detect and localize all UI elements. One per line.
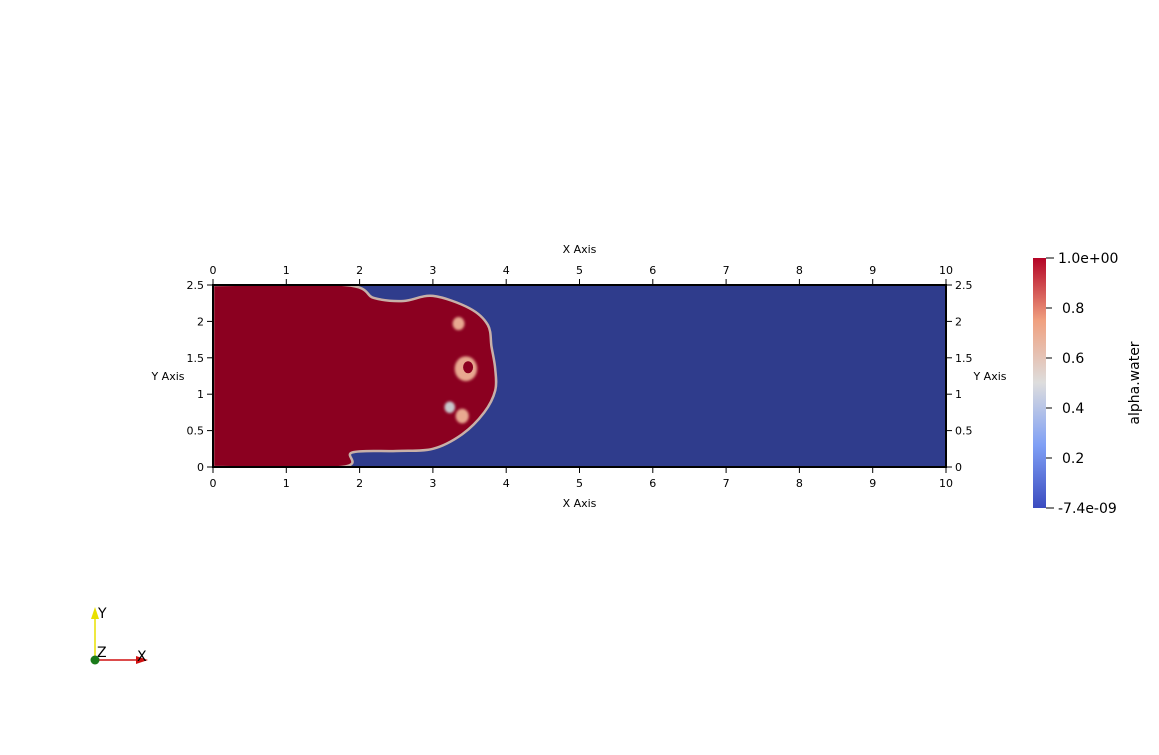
x-tick-label-top: 10 — [939, 264, 953, 277]
y-tick-label-left: 1 — [197, 388, 204, 401]
y-tick-label-right: 1.5 — [955, 352, 973, 365]
y-tick-label-left: 2 — [197, 315, 204, 328]
y-tick-label-left: 1.5 — [187, 352, 205, 365]
colorbar-min-label: -7.4e-09 — [1058, 501, 1117, 517]
x-tick-label-top: 8 — [796, 264, 803, 277]
y-axis-title-right: Y Axis — [972, 370, 1006, 383]
x-tick-label-bottom: 8 — [796, 477, 803, 490]
triad-x-label: X — [137, 649, 147, 665]
water-region — [213, 285, 498, 467]
z-axis-marker — [90, 655, 100, 665]
x-tick-label-bottom: 0 — [210, 477, 217, 490]
x-tick-label-top: 1 — [283, 264, 290, 277]
y-tick-label-left: 0 — [197, 461, 204, 474]
colorbar-tick-label: 0.6 — [1062, 351, 1084, 367]
x-tick-label-top: 5 — [576, 264, 583, 277]
colorbar-tick-label: 0.2 — [1062, 451, 1084, 467]
x-tick-label-bottom: 6 — [649, 477, 656, 490]
x-tick-label-top: 0 — [210, 264, 217, 277]
x-tick-label-bottom: 1 — [283, 477, 290, 490]
colorbar-gradient — [1033, 258, 1046, 508]
x-tick-label-top: 2 — [356, 264, 363, 277]
y-axis-title-left: Y Axis — [150, 370, 184, 383]
y-tick-label-left: 2.5 — [187, 279, 205, 292]
x-tick-label-top: 3 — [429, 264, 436, 277]
x-tick-label-bottom: 7 — [723, 477, 730, 490]
y-tick-label-right: 0 — [955, 461, 962, 474]
y-axis-arrow-head — [91, 607, 99, 619]
y-tick-label-right: 2.5 — [955, 279, 973, 292]
colorbar-tick-label: 0.4 — [1062, 401, 1084, 417]
x-tick-label-bottom: 10 — [939, 477, 953, 490]
x-tick-label-top: 6 — [649, 264, 656, 277]
x-axis-title-top: X Axis — [563, 243, 597, 256]
x-axis-title-bottom: X Axis — [563, 497, 597, 510]
colorbar-title: alpha.water — [1127, 341, 1143, 424]
y-tick-label-right: 1 — [955, 388, 962, 401]
x-axis-arrow-head — [136, 656, 148, 664]
interface-bubble — [455, 408, 469, 424]
x-tick-label-bottom: 9 — [869, 477, 876, 490]
interface-bubble — [452, 317, 465, 331]
x-tick-label-bottom: 4 — [503, 477, 510, 490]
x-tick-label-top: 9 — [869, 264, 876, 277]
colorbar: 1.0e+00 -7.4e-09 0.8 0.6 0.4 0.2 alpha.water — [1033, 251, 1143, 517]
bubble-core — [463, 361, 474, 374]
y-tick-label-left: 0.5 — [187, 425, 205, 438]
orientation-axes: Y X Z — [90, 606, 148, 665]
triad-z-label: Z — [97, 645, 107, 661]
colorbar-tick-label: 0.8 — [1062, 301, 1084, 317]
interface-bubble — [444, 401, 456, 414]
x-tick-label-top: 7 — [723, 264, 730, 277]
y-tick-label-right: 0.5 — [955, 425, 973, 438]
x-tick-label-bottom: 5 — [576, 477, 583, 490]
x-tick-label-top: 4 — [503, 264, 510, 277]
colorbar-max-label: 1.0e+00 — [1058, 251, 1118, 267]
x-tick-label-bottom: 2 — [356, 477, 363, 490]
y-tick-label-right: 2 — [955, 315, 962, 328]
triad-y-label: Y — [97, 606, 107, 622]
x-tick-label-bottom: 3 — [429, 477, 436, 490]
